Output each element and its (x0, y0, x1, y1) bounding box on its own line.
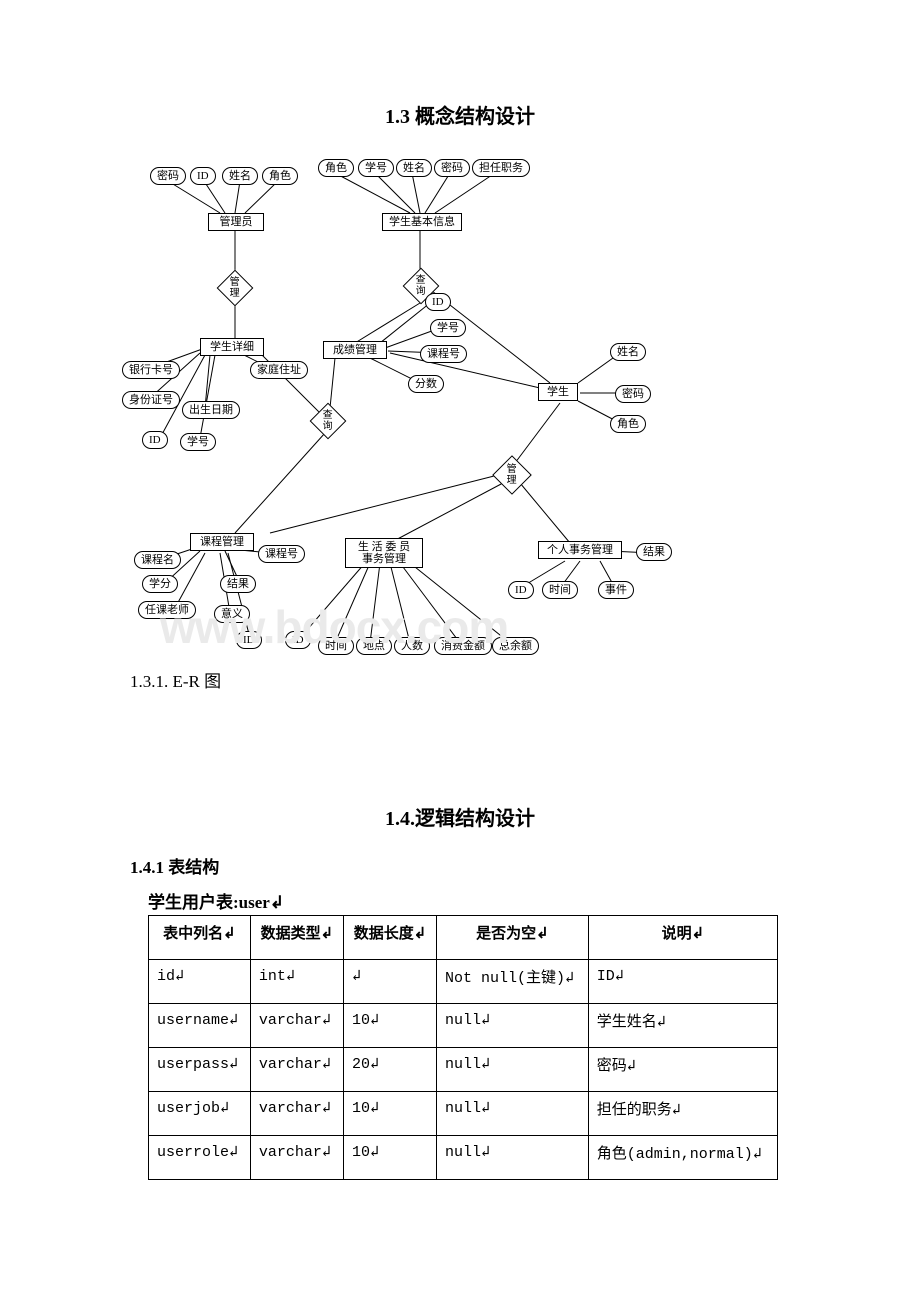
attr-detail-bank: 银行卡号 (122, 361, 180, 379)
attr-sinfo-pass: 密码 (434, 159, 470, 177)
cell: ↲ (343, 960, 436, 1004)
attr-admin-role: 角色 (262, 167, 298, 185)
attr-course-cno: 课程号 (258, 545, 305, 563)
cell: userrole↲ (149, 1136, 251, 1180)
attr-life-people: 人数 (394, 637, 430, 655)
th-type: 数据类型↲ (250, 916, 343, 960)
attr-course-credit: 学分 (142, 575, 178, 593)
er-diagram: 密码 ID 姓名 角色 管理员 角色 学号 姓名 密码 担任职务 学生基本信息 … (120, 143, 800, 663)
attr-course-meaning: 意义 (214, 605, 250, 623)
cell: 20↲ (343, 1048, 436, 1092)
attr-student-pass: 密码 (615, 385, 651, 403)
cell: varchar↲ (250, 1136, 343, 1180)
table-title: 学生用户表:user↲ (148, 888, 790, 913)
attr-sinfo-name: 姓名 (396, 159, 432, 177)
cell: 学生姓名↲ (588, 1004, 777, 1048)
table-row: username↲ varchar↲ 10↲ null↲ 学生姓名↲ (149, 1004, 778, 1048)
attr-personal-event: 事件 (598, 581, 634, 599)
schema-table: 表中列名↲ 数据类型↲ 数据长度↲ 是否为空↲ 说明↲ id↲ int↲ ↲ N… (148, 915, 778, 1180)
cell: null↲ (437, 1004, 589, 1048)
attr-sinfo-sno: 学号 (358, 159, 394, 177)
cell: 10↲ (343, 1004, 436, 1048)
cell: varchar↲ (250, 1048, 343, 1092)
cell: int↲ (250, 960, 343, 1004)
attr-life-cost: 消费金额 (434, 637, 492, 655)
attr-grade-id: ID (425, 293, 451, 311)
attr-life-balance: 总余额 (492, 637, 539, 655)
entity-personal: 个人事务管理 (538, 541, 622, 559)
table-row: id↲ int↲ ↲ Not null(主键)↲ ID↲ (149, 960, 778, 1004)
cell: varchar↲ (250, 1092, 343, 1136)
cell: varchar↲ (250, 1004, 343, 1048)
attr-detail-id: ID (142, 431, 168, 449)
attr-detail-sno: 学号 (180, 433, 216, 451)
entity-admin: 管理员 (208, 213, 264, 231)
attr-sinfo-job: 担任职务 (472, 159, 530, 177)
attr-student-name: 姓名 (610, 343, 646, 361)
attr-life-id: ID (285, 631, 311, 649)
table-row: userrole↲ varchar↲ 10↲ null↲ 角色(admin,no… (149, 1136, 778, 1180)
attr-admin-name: 姓名 (222, 167, 258, 185)
cell: userjob↲ (149, 1092, 251, 1136)
attr-student-role: 角色 (610, 415, 646, 433)
cell: username↲ (149, 1004, 251, 1048)
cell: 10↲ (343, 1092, 436, 1136)
attr-detail-idcard: 身份证号 (122, 391, 180, 409)
th-col: 表中列名↲ (149, 916, 251, 960)
entity-life: 生 活 委 员 事务管理 (345, 538, 423, 568)
table-row: userjob↲ varchar↲ 10↲ null↲ 担任的职务↲ (149, 1092, 778, 1136)
cell: Not null(主键)↲ (437, 960, 589, 1004)
attr-course-cname: 课程名 (134, 551, 181, 569)
er-caption: 1.3.1. E-R 图 (130, 667, 790, 692)
cell: null↲ (437, 1092, 589, 1136)
attr-admin-pass: 密码 (150, 167, 186, 185)
cell: 密码↲ (588, 1048, 777, 1092)
attr-detail-birth: 出生日期 (182, 401, 240, 419)
cell: 担任的职务↲ (588, 1092, 777, 1136)
section-1-4-1-title: 1.4.1 表结构 (130, 853, 790, 878)
th-null: 是否为空↲ (437, 916, 589, 960)
entity-course: 课程管理 (190, 533, 254, 551)
attr-personal-result: 结果 (636, 543, 672, 561)
th-len: 数据长度↲ (343, 916, 436, 960)
attr-personal-id: ID (508, 581, 534, 599)
entity-grade: 成绩管理 (323, 341, 387, 359)
cell: 10↲ (343, 1136, 436, 1180)
entity-student-info: 学生基本信息 (382, 213, 462, 231)
section-1-3-title: 1.3 概念结构设计 (130, 100, 790, 129)
table-header-row: 表中列名↲ 数据类型↲ 数据长度↲ 是否为空↲ 说明↲ (149, 916, 778, 960)
cell: ID↲ (588, 960, 777, 1004)
attr-life-place: 地点 (356, 637, 392, 655)
section-1-4-title: 1.4.逻辑结构设计 (130, 802, 790, 831)
attr-life-time: 时间 (318, 637, 354, 655)
attr-grade-cno: 课程号 (420, 345, 467, 363)
cell: 角色(admin,normal)↲ (588, 1136, 777, 1180)
cell: userpass↲ (149, 1048, 251, 1092)
cell: null↲ (437, 1136, 589, 1180)
attr-course-teacher: 任课老师 (138, 601, 196, 619)
attr-course-id: ID (236, 631, 262, 649)
th-desc: 说明↲ (588, 916, 777, 960)
attr-grade-sno: 学号 (430, 319, 466, 337)
entity-detail: 学生详细 (200, 338, 264, 356)
attr-admin-id: ID (190, 167, 216, 185)
attr-grade-score: 分数 (408, 375, 444, 393)
attr-course-result: 结果 (220, 575, 256, 593)
table-row: userpass↲ varchar↲ 20↲ null↲ 密码↲ (149, 1048, 778, 1092)
cell: id↲ (149, 960, 251, 1004)
attr-personal-time: 时间 (542, 581, 578, 599)
attr-sinfo-role: 角色 (318, 159, 354, 177)
attr-detail-addr: 家庭住址 (250, 361, 308, 379)
entity-student: 学生 (538, 383, 578, 401)
cell: null↲ (437, 1048, 589, 1092)
